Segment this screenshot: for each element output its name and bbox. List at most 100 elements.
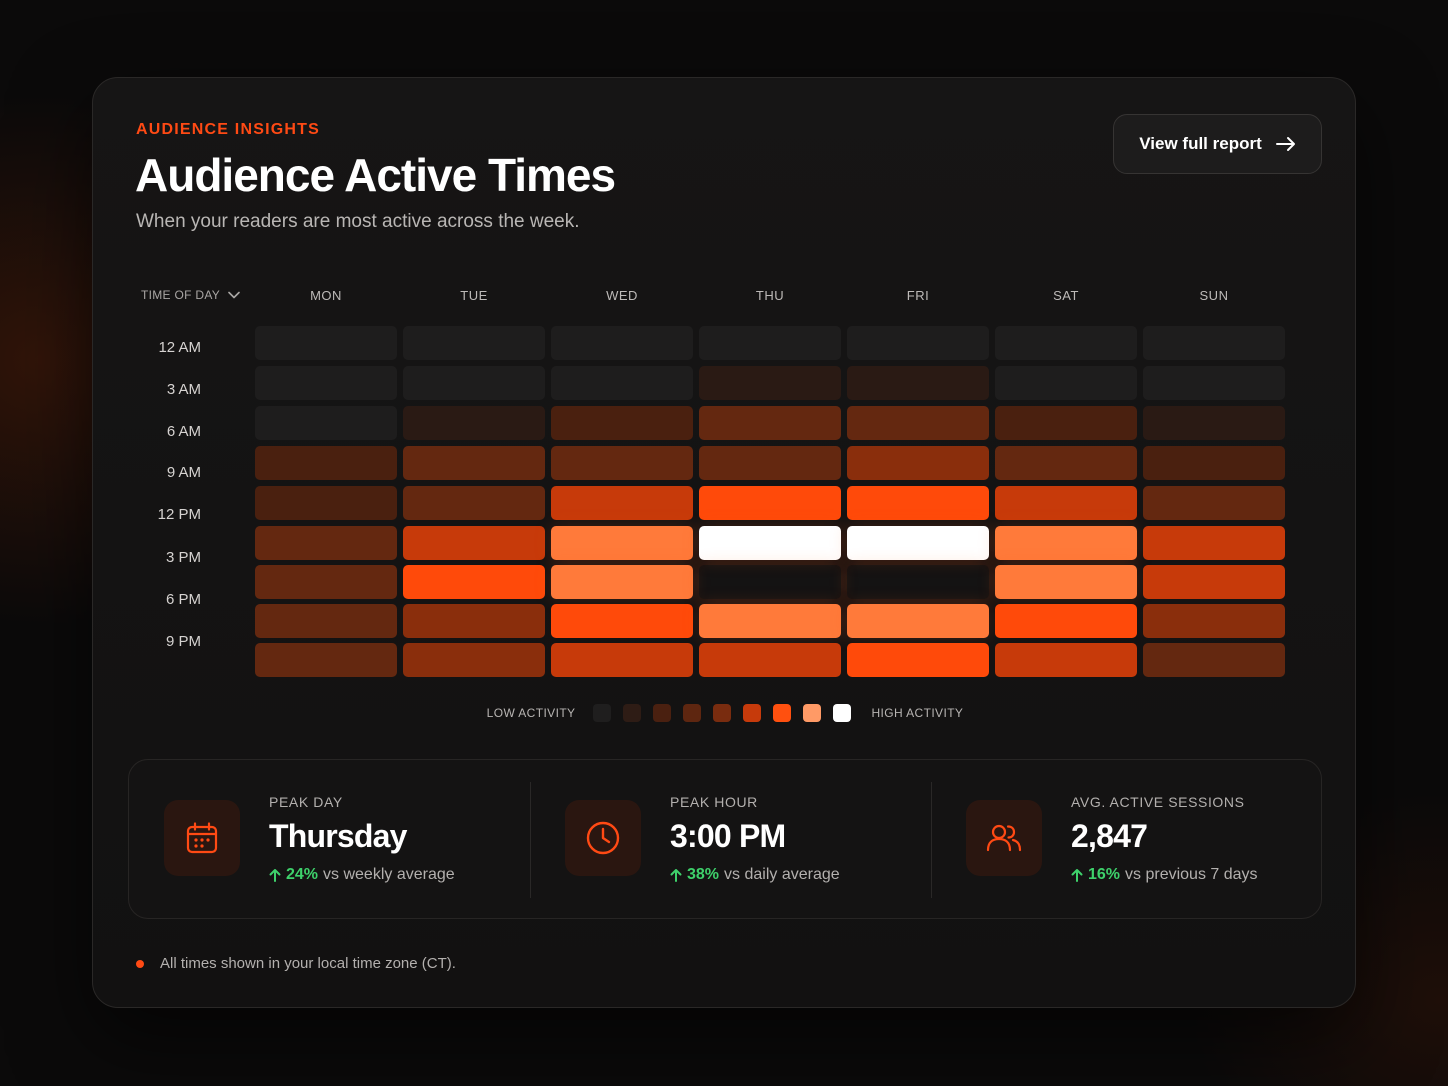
heatmap-cell-fri-r8[interactable] xyxy=(847,643,989,677)
heatmap-cell-sat-r6[interactable] xyxy=(995,565,1137,599)
stats-divider xyxy=(931,782,932,898)
heatmap-cell-sat-r4[interactable] xyxy=(995,486,1137,520)
heatmap-cell-sun-r3[interactable] xyxy=(1143,446,1285,480)
heatmap-cell-sun-r4[interactable] xyxy=(1143,486,1285,520)
heatmap-cell-wed-r6[interactable] xyxy=(551,565,693,599)
heatmap-cell-wed-r0[interactable] xyxy=(551,326,693,360)
heatmap-cell-sat-r8[interactable] xyxy=(995,643,1137,677)
day-label-sat: SAT xyxy=(1053,288,1079,303)
heatmap-cell-sun-r0[interactable] xyxy=(1143,326,1285,360)
heatmap-cell-thu-r6[interactable] xyxy=(699,565,841,599)
arrow-up-icon xyxy=(1071,869,1083,882)
heatmap-cell-thu-r0[interactable] xyxy=(699,326,841,360)
stat-label: PEAK HOUR xyxy=(670,794,758,810)
heatmap-cell-sun-r1[interactable] xyxy=(1143,366,1285,400)
heatmap-cell-fri-r6[interactable] xyxy=(847,565,989,599)
legend-swatch-0 xyxy=(593,704,612,722)
time-of-day-label: TIME OF DAY xyxy=(141,288,221,302)
heatmap-cell-sun-r5[interactable] xyxy=(1143,526,1285,560)
stat-change: 38% vs daily average xyxy=(670,866,840,884)
heatmap-cell-sun-r2[interactable] xyxy=(1143,406,1285,440)
heatmap-cell-wed-r2[interactable] xyxy=(551,406,693,440)
legend-swatches xyxy=(593,704,852,722)
heatmap-cell-thu-r8[interactable] xyxy=(699,643,841,677)
stats-panel: PEAK DAY Thursday 24% vs weekly average … xyxy=(128,759,1322,919)
heatmap-cell-mon-r8[interactable] xyxy=(255,643,397,677)
heatmap-cell-fri-r3[interactable] xyxy=(847,446,989,480)
heatmap-cell-tue-r0[interactable] xyxy=(403,326,545,360)
heatmap-cell-mon-r1[interactable] xyxy=(255,366,397,400)
audience-active-times-card: AUDIENCE INSIGHTS Audience Active Times … xyxy=(92,77,1356,1008)
legend-high-label: HIGH ACTIVITY xyxy=(871,706,964,720)
heatmap-cell-wed-r7[interactable] xyxy=(551,604,693,638)
heatmap-cell-thu-r7[interactable] xyxy=(699,604,841,638)
heatmap-cell-mon-r4[interactable] xyxy=(255,486,397,520)
heatmap-cell-fri-r0[interactable] xyxy=(847,326,989,360)
page-subtitle: When your readers are most active across… xyxy=(136,211,580,232)
stat-value: Thursday xyxy=(269,818,407,854)
heatmap-cell-fri-r5[interactable] xyxy=(847,526,989,560)
stat-label: PEAK DAY xyxy=(269,794,343,810)
arrow-up-icon xyxy=(269,869,281,882)
heatmap-cell-mon-r3[interactable] xyxy=(255,446,397,480)
time-label-9am: 9 AM xyxy=(166,464,201,481)
heatmap-cell-wed-r1[interactable] xyxy=(551,366,693,400)
heatmap-cell-tue-r1[interactable] xyxy=(403,366,545,400)
legend-swatch-5 xyxy=(743,704,762,722)
stat-peak-day: PEAK DAY Thursday 24% vs weekly average xyxy=(129,760,529,920)
heatmap-cell-thu-r1[interactable] xyxy=(699,366,841,400)
heatmap-cell-mon-r2[interactable] xyxy=(255,406,397,440)
heatmap-cell-sat-r7[interactable] xyxy=(995,604,1137,638)
heatmap-cell-sat-r1[interactable] xyxy=(995,366,1137,400)
heatmap-cell-wed-r3[interactable] xyxy=(551,446,693,480)
heatmap-cell-tue-r4[interactable] xyxy=(403,486,545,520)
heatmap-cell-fri-r7[interactable] xyxy=(847,604,989,638)
heatmap-cell-sat-r3[interactable] xyxy=(995,446,1137,480)
heatmap-cell-fri-r1[interactable] xyxy=(847,366,989,400)
heatmap-cell-tue-r5[interactable] xyxy=(403,526,545,560)
heatmap-cell-mon-r7[interactable] xyxy=(255,604,397,638)
heatmap-cell-wed-r4[interactable] xyxy=(551,486,693,520)
heatmap-cell-mon-r6[interactable] xyxy=(255,565,397,599)
heatmap-cell-sat-r0[interactable] xyxy=(995,326,1137,360)
legend-swatch-1 xyxy=(623,704,642,722)
arrow-up-icon xyxy=(670,869,682,882)
heatmap-cell-wed-r5[interactable] xyxy=(551,526,693,560)
heatmap-cell-sun-r8[interactable] xyxy=(1143,643,1285,677)
activity-legend: LOW ACTIVITY HIGH ACTIVITY xyxy=(93,704,1357,722)
legend-swatch-7 xyxy=(803,704,822,722)
legend-swatch-3 xyxy=(683,704,702,722)
heatmap-cell-sun-r6[interactable] xyxy=(1143,565,1285,599)
heatmap-cell-thu-r3[interactable] xyxy=(699,446,841,480)
heatmap-cell-thu-r2[interactable] xyxy=(699,406,841,440)
heatmap-cell-mon-r5[interactable] xyxy=(255,526,397,560)
heatmap-cell-tue-r8[interactable] xyxy=(403,643,545,677)
view-full-report-button[interactable]: View full report xyxy=(1113,114,1322,174)
heatmap-cell-tue-r2[interactable] xyxy=(403,406,545,440)
heatmap-cell-fri-r2[interactable] xyxy=(847,406,989,440)
heatmap-cell-fri-r4[interactable] xyxy=(847,486,989,520)
heatmap-cell-sun-r7[interactable] xyxy=(1143,604,1285,638)
heatmap-cell-sat-r5[interactable] xyxy=(995,526,1137,560)
users-icon-box xyxy=(966,800,1042,876)
heatmap-cell-tue-r6[interactable] xyxy=(403,565,545,599)
heatmap-cell-mon-r0[interactable] xyxy=(255,326,397,360)
time-label-12pm: 12 PM xyxy=(157,506,201,523)
heatmap-cell-wed-r8[interactable] xyxy=(551,643,693,677)
heatmap-cell-thu-r4[interactable] xyxy=(699,486,841,520)
stat-change-value: 38% xyxy=(687,866,720,883)
heatmap-cell-thu-r5[interactable] xyxy=(699,526,841,560)
eyebrow-label: AUDIENCE INSIGHTS xyxy=(136,121,320,138)
footnote-dot xyxy=(136,959,144,968)
heatmap-cell-sat-r2[interactable] xyxy=(995,406,1137,440)
time-label-3am: 3 AM xyxy=(166,381,201,398)
heatmap-cell-tue-r7[interactable] xyxy=(403,604,545,638)
stat-change-value: 24% xyxy=(286,866,319,883)
time-label-6am: 6 AM xyxy=(166,423,201,440)
time-of-day-dropdown[interactable]: TIME OF DAY xyxy=(141,288,240,302)
day-label-sun: SUN xyxy=(1199,288,1229,303)
view-full-report-label: View full report xyxy=(1139,134,1262,153)
stat-peak-hour: PEAK HOUR 3:00 PM 38% vs daily average xyxy=(530,760,930,920)
heatmap-cell-tue-r3[interactable] xyxy=(403,446,545,480)
stat-avg-sessions: AVG. ACTIVE SESSIONS 2,847 16% vs previo… xyxy=(931,760,1331,920)
